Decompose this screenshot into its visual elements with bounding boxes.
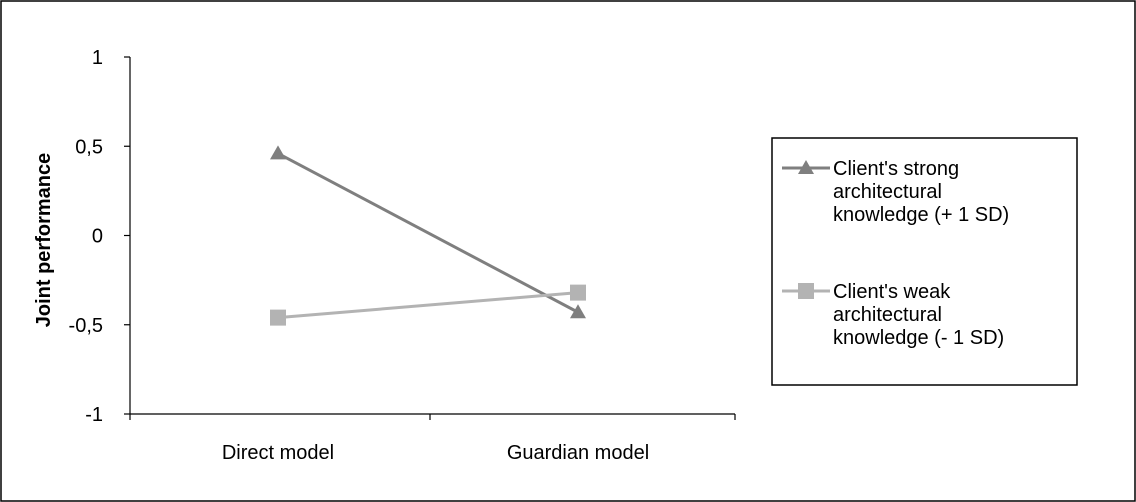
y-tick-label: -0,5 [69, 315, 103, 337]
legend-label-line: architectural [833, 181, 942, 203]
legend-label-line: Client's weak [833, 281, 951, 303]
legend-label-line: knowledge (- 1 SD) [833, 327, 1004, 349]
x-tick-label: Guardian model [507, 442, 649, 464]
y-tick-labels: 1 0,5 0 -0,5 -1 [69, 47, 103, 426]
y-tick-label: 0 [92, 226, 103, 248]
y-tick-label: 0,5 [75, 136, 103, 158]
legend-label-line: knowledge (+ 1 SD) [833, 204, 1009, 226]
series-layer [270, 145, 586, 326]
y-axis-title: Joint performance [33, 153, 55, 327]
y-tick-label: -1 [85, 404, 103, 426]
x-tick-labels: Direct model Guardian model [222, 442, 649, 464]
series-1 [270, 145, 586, 319]
x-tick-label: Direct model [222, 442, 334, 464]
legend-label-line: Client's strong [833, 158, 959, 180]
series-line [277, 291, 579, 320]
plot-axes [124, 56, 736, 420]
data-point [270, 145, 286, 160]
legend-swatch-marker [798, 160, 814, 174]
series-line [277, 152, 579, 314]
legend-label-line: architectural [833, 304, 942, 326]
data-point [570, 304, 586, 319]
legend-box [771, 137, 1078, 386]
series-2 [270, 284, 586, 326]
legend-swatch-marker [798, 283, 814, 299]
data-point [570, 284, 586, 301]
data-point [270, 309, 286, 326]
y-tick-label: 1 [92, 47, 103, 69]
